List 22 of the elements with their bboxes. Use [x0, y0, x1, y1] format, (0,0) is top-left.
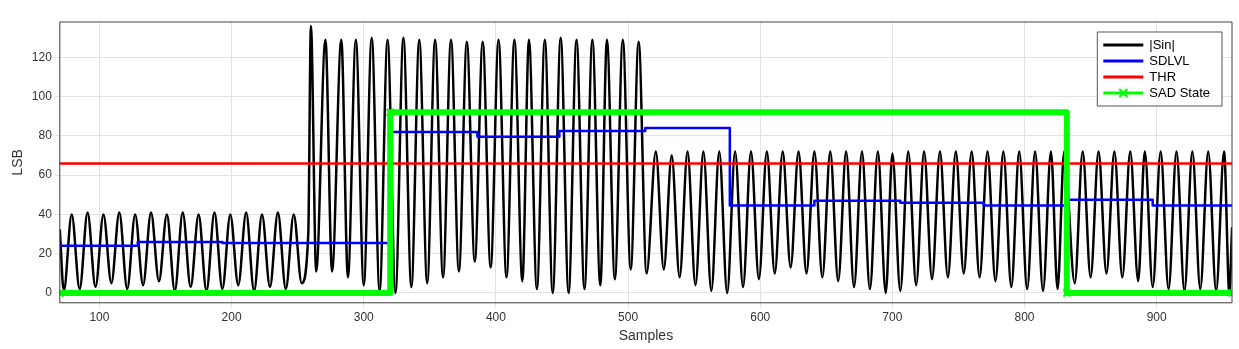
y-tick-label: 20	[38, 246, 53, 261]
x-axis-title: Samples	[618, 327, 674, 344]
y-tick-label: 0	[45, 285, 53, 300]
y-tick-label: 120	[31, 49, 53, 64]
y-axis-title: LSB	[9, 149, 26, 176]
x-tick-label: 300	[353, 310, 375, 325]
x-tick-label: 900	[1146, 310, 1168, 325]
legend-label: SDLVL	[1149, 52, 1190, 68]
x-tick-label: 600	[750, 310, 771, 325]
legend-label: SAD State	[1149, 84, 1211, 100]
y-tick-label: 40	[38, 206, 53, 221]
legend-label: THR	[1149, 68, 1177, 84]
x-tick-label: 200	[221, 310, 242, 325]
y-tick-label: 100	[31, 88, 53, 103]
legend-label: |Sin|	[1149, 36, 1175, 52]
x-tick-label: 100	[89, 310, 110, 325]
x-tick-label: 700	[882, 310, 903, 325]
x-tick-label: 500	[618, 310, 639, 325]
y-tick-label: 80	[38, 128, 53, 143]
x-tick-label: 800	[1014, 310, 1035, 325]
y-tick-label: 60	[38, 167, 53, 182]
x-tick-label: 400	[485, 310, 507, 325]
